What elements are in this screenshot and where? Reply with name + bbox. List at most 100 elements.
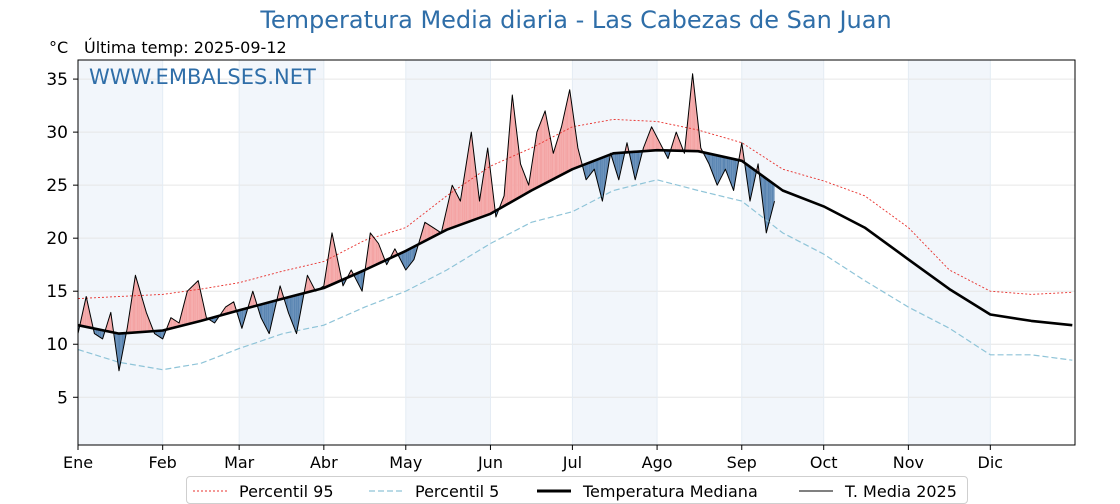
below-median-fill <box>711 154 714 175</box>
below-median-fill <box>598 158 600 191</box>
y-tick-label: 10 <box>46 335 68 355</box>
above-median-fill <box>172 318 174 329</box>
above-median-fill <box>140 293 143 333</box>
below-median-fill <box>404 250 406 270</box>
above-median-fill <box>543 110 546 185</box>
above-median-fill <box>82 308 84 327</box>
above-median-fill <box>431 226 434 238</box>
above-median-fill <box>557 135 559 178</box>
x-tick-label: Sep <box>727 453 757 472</box>
above-median-fill <box>84 296 87 327</box>
above-median-fill <box>566 95 569 173</box>
last-temp-label: Última temp: 2025-09-12 <box>84 38 287 57</box>
above-median-fill <box>692 73 694 152</box>
below-median-fill <box>749 166 752 202</box>
legend-label-2025: T. Media 2025 <box>845 481 957 501</box>
above-median-fill <box>650 126 652 151</box>
below-median-fill <box>747 164 749 192</box>
below-median-fill <box>289 296 292 320</box>
above-median-fill <box>520 163 522 197</box>
below-median-fill <box>261 304 263 321</box>
above-median-fill <box>568 89 570 172</box>
above-median-fill <box>550 139 552 181</box>
above-median-fill <box>523 171 525 196</box>
above-median-fill <box>198 280 200 322</box>
above-median-fill <box>311 283 313 292</box>
below-median-fill <box>631 151 633 168</box>
x-tick-label: Ago <box>642 453 673 472</box>
month-shade-band <box>405 60 491 445</box>
above-median-fill <box>486 148 488 216</box>
above-median-fill <box>393 248 395 257</box>
above-median-fill <box>546 117 548 183</box>
month-shade-band <box>741 60 824 445</box>
below-median-fill <box>770 181 772 217</box>
above-median-fill <box>475 166 477 220</box>
below-median-fill <box>265 303 267 329</box>
above-median-fill <box>229 303 231 313</box>
x-tick-label: Oct <box>810 453 838 472</box>
below-median-fill <box>97 329 99 337</box>
below-median-fill <box>617 152 619 180</box>
above-median-fill <box>464 166 466 224</box>
above-median-fill <box>534 140 536 190</box>
below-median-fill <box>101 329 103 339</box>
above-median-fill <box>375 239 378 265</box>
above-median-fill <box>173 319 175 328</box>
above-median-fill <box>306 275 308 293</box>
below-median-fill <box>771 182 774 212</box>
above-median-fill <box>143 303 145 332</box>
above-median-fill <box>513 106 516 201</box>
above-median-fill <box>689 87 692 152</box>
legend-label-median: Temperatura Mediana <box>583 481 758 501</box>
above-median-fill <box>676 132 678 151</box>
above-median-fill <box>144 307 147 332</box>
above-median-fill <box>542 114 544 185</box>
x-tick-label: May <box>389 453 422 472</box>
above-median-fill <box>379 247 382 263</box>
above-median-fill <box>184 296 186 325</box>
below-median-fill <box>726 157 729 177</box>
below-median-fill <box>95 328 98 336</box>
above-median-fill <box>659 142 662 151</box>
below-median-fill <box>413 245 416 260</box>
above-median-fill <box>459 198 461 226</box>
below-median-fill <box>592 160 595 172</box>
above-median-fill <box>549 132 551 182</box>
above-median-fill <box>377 241 379 265</box>
below-median-fill <box>728 157 730 180</box>
above-median-fill <box>530 167 532 192</box>
series-temperatura-mediana <box>77 148 1073 335</box>
above-median-fill <box>199 286 201 322</box>
above-median-fill <box>565 102 567 173</box>
below-median-fill <box>596 159 599 186</box>
above-median-fill <box>450 185 453 229</box>
above-median-fill <box>467 149 469 223</box>
below-median-fill <box>267 302 270 334</box>
above-median-fill <box>652 129 655 151</box>
month-shade-band <box>572 60 658 445</box>
above-median-fill <box>693 86 696 152</box>
above-median-fill <box>453 187 455 228</box>
above-median-fill <box>474 155 476 220</box>
above-median-fill <box>449 191 451 229</box>
below-median-fill <box>288 296 290 316</box>
above-median-fill <box>334 246 337 284</box>
above-median-fill <box>132 284 134 333</box>
x-tick-label: Jul <box>562 453 582 472</box>
above-median-fill <box>532 149 535 190</box>
above-median-fill <box>188 288 190 324</box>
above-median-fill <box>517 140 520 199</box>
above-median-fill <box>452 185 454 228</box>
above-median-fill <box>644 140 647 152</box>
above-median-fill <box>573 118 576 169</box>
above-median-fill <box>463 175 465 224</box>
above-median-fill <box>562 114 565 175</box>
watermark: WWW.EMBALSES.NET <box>89 65 316 89</box>
legend: Percentil 95 Percentil 5 Temperatura Med… <box>186 476 968 504</box>
above-median-fill <box>135 275 137 333</box>
above-median-fill <box>489 159 491 215</box>
above-median-fill <box>539 121 541 187</box>
above-median-fill <box>516 129 518 200</box>
below-median-fill <box>295 295 297 334</box>
